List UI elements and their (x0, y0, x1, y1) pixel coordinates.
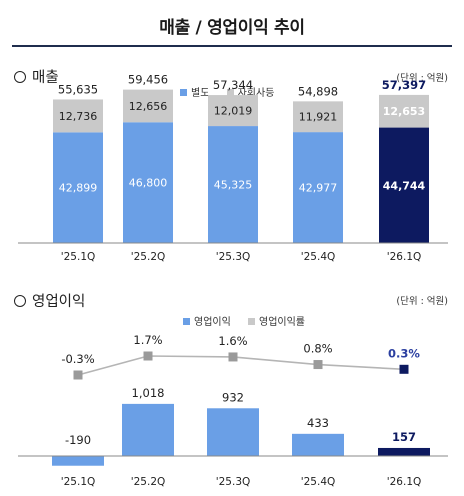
label-op-margin-3: 0.8% (303, 342, 332, 356)
bar-standalone-4 (379, 127, 429, 243)
label-total-1: 59,456 (128, 73, 168, 87)
op-margin-marker-0 (73, 370, 83, 380)
label-subsidiaries-0: 12,736 (59, 110, 98, 123)
label-subsidiaries-2: 12,019 (214, 105, 253, 118)
legend-swatch-op-profit (183, 318, 190, 325)
bar-op-profit-4 (378, 447, 430, 456)
label-op-profit-3: 433 (307, 416, 329, 430)
legend-item-op-profit: 영업이익 (183, 317, 231, 328)
legend-item-standalone: 별도 (180, 88, 209, 99)
legend-label-op-margin: 영업이익률 (259, 317, 305, 328)
label-subsidiaries-3: 11,921 (299, 111, 338, 124)
operating-section-title: 영업이익 (14, 290, 85, 311)
op-margin-marker-4 (399, 364, 409, 374)
label-standalone-4: 44,744 (383, 179, 426, 192)
legend-label-op-profit: 영업이익 (194, 317, 231, 328)
bar-standalone-2 (208, 126, 258, 243)
revenue-category-label-3: '25.4Q (301, 251, 336, 263)
legend-item-op-margin: 영업이익률 (248, 317, 305, 328)
label-total-4: 57,397 (382, 78, 426, 92)
bar-op-profit-2 (207, 408, 259, 456)
label-op-margin-2: 1.6% (218, 334, 247, 348)
label-standalone-3: 42,977 (299, 182, 338, 195)
op-margin-line (77, 355, 405, 376)
revenue-unit-label: (단위 : 억원) (396, 73, 448, 84)
label-subsidiaries-4: 12,653 (383, 105, 425, 118)
operating-section-label: 영업이익 (32, 294, 86, 310)
bar-subsidiaries-3 (293, 101, 343, 133)
op-margin-marker-3 (313, 360, 323, 370)
bar-standalone-1 (123, 122, 173, 243)
label-op-profit-1: 1,018 (132, 386, 165, 400)
revenue-legend: 별도 자회사등 (180, 84, 288, 99)
bar-standalone-0 (53, 132, 103, 243)
legend-label-standalone: 별도 (191, 88, 210, 99)
op-category-label-1: '25.2Q (131, 476, 166, 488)
circle-bullet-icon (14, 71, 26, 83)
label-standalone-1: 46,800 (129, 177, 168, 190)
label-op-margin-4: 0.3% (388, 346, 420, 360)
label-op-margin-0: -0.3% (61, 352, 94, 366)
bar-op-profit-1 (122, 403, 174, 456)
operating-unit-label: (단위 : 억원) (396, 296, 448, 307)
legend-swatch-subsidiaries (226, 89, 234, 96)
bar-op-profit-0 (52, 456, 104, 466)
operating-legend: 영업이익 영업이익률 (183, 313, 319, 328)
revenue-category-label-2: '25.3Q (216, 251, 251, 263)
revenue-section-title: 매출 (14, 66, 59, 87)
label-subsidiaries-1: 12,656 (129, 100, 168, 113)
label-standalone-0: 42,899 (59, 182, 98, 195)
bar-subsidiaries-0 (53, 99, 103, 133)
op-category-label-4: '26.1Q (387, 476, 422, 488)
op-margin-marker-2 (228, 352, 238, 362)
op-category-label-3: '25.4Q (301, 476, 336, 488)
label-total-2: 57,344 (213, 78, 253, 92)
bar-op-profit-3 (292, 433, 344, 456)
label-op-profit-4: 157 (392, 430, 416, 444)
revenue-category-label-4: '26.1Q (387, 251, 422, 263)
revenue-section-label: 매출 (32, 70, 59, 86)
revenue-category-label-0: '25.1Q (61, 251, 96, 263)
label-op-profit-2: 932 (222, 390, 244, 404)
op-margin-marker-1 (143, 351, 153, 361)
legend-swatch-op-margin (248, 318, 255, 325)
op-category-label-0: '25.1Q (61, 476, 96, 488)
bar-subsidiaries-4 (379, 94, 429, 128)
label-op-margin-1: 1.7% (133, 333, 162, 347)
circle-bullet-icon (14, 295, 26, 307)
label-standalone-2: 45,325 (214, 179, 253, 192)
label-op-profit-0: -190 (65, 433, 91, 447)
page-title: 매출 / 영업이익 추이 (159, 18, 305, 38)
revenue-category-label-1: '25.2Q (131, 251, 166, 263)
bar-standalone-3 (293, 132, 343, 243)
bar-subsidiaries-2 (208, 95, 258, 127)
bar-subsidiaries-1 (123, 89, 173, 123)
legend-swatch-standalone (180, 89, 187, 96)
label-total-3: 54,898 (298, 84, 338, 98)
label-total-0: 55,635 (58, 82, 98, 96)
op-category-label-2: '25.3Q (216, 476, 251, 488)
legend-label-subsidiaries: 자회사등 (237, 88, 275, 99)
title-divider (12, 45, 452, 47)
legend-item-subsidiaries: 자회사등 (226, 88, 275, 99)
